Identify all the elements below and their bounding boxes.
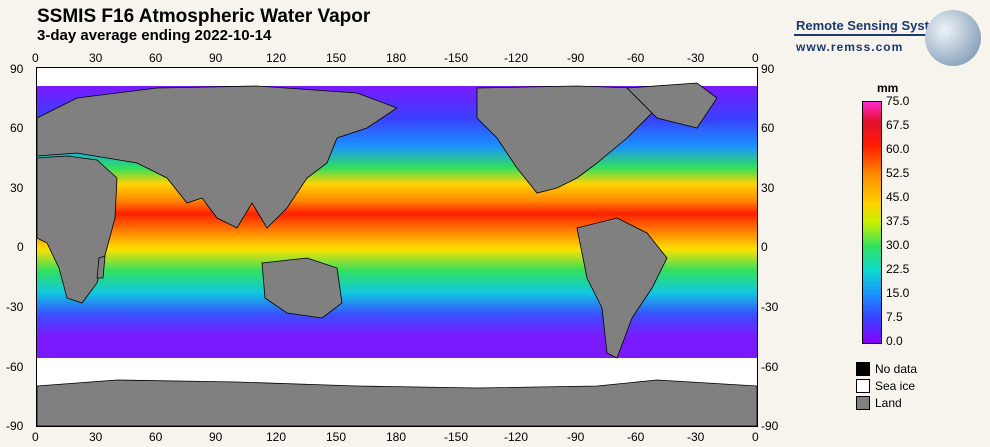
colorbar-label: 37.5 (886, 214, 910, 228)
colorbar-label: 67.5 (886, 118, 910, 132)
lon-tick-top: 30 (89, 51, 103, 65)
lon-tick-bottom: 0 (32, 430, 39, 444)
colorbar-label: 22.5 (886, 262, 910, 276)
colorbar-label: 60.0 (886, 142, 910, 156)
rss-logo: Remote Sensing Systems www.remss.com (790, 10, 981, 68)
lon-tick-bottom: 0 (752, 430, 759, 444)
lon-tick-top: 0 (752, 51, 759, 65)
antarctica-land (37, 379, 757, 426)
lat-tick-right: 90 (761, 62, 775, 76)
lon-tick-top: 180 (386, 51, 407, 65)
logo-divider (794, 34, 964, 36)
logo-url: www.remss.com (796, 40, 904, 54)
lon-tick-bottom: -150 (444, 430, 469, 444)
eurasia-land (37, 85, 398, 229)
lat-tick-right: -60 (761, 360, 779, 374)
lon-tick-bottom: 90 (209, 430, 223, 444)
lon-tick-bottom: 30 (89, 430, 103, 444)
lat-tick-left: -60 (6, 360, 24, 374)
land-masses (37, 82, 757, 426)
lat-tick-left: 90 (10, 62, 24, 76)
madagascar-land (96, 255, 106, 279)
lon-tick-bottom: -60 (627, 430, 645, 444)
lon-tick-top: -30 (687, 51, 705, 65)
lat-tick-right: -90 (761, 419, 779, 433)
lon-tick-bottom: 120 (266, 430, 287, 444)
lon-tick-top: -150 (444, 51, 469, 65)
map-svg (37, 68, 757, 426)
lon-tick-top: 60 (149, 51, 163, 65)
legend-label: No data (875, 362, 918, 376)
colorbar-unit: mm (877, 81, 899, 95)
lon-tick-top: 150 (326, 51, 347, 65)
lat-tick-right: 30 (761, 181, 775, 195)
legend-land: Land (856, 396, 902, 410)
water-vapor-map (36, 67, 758, 427)
colorbar-label: 7.5 (886, 310, 903, 324)
globe-icon (925, 10, 981, 66)
lon-tick-bottom: 60 (149, 430, 163, 444)
lat-tick-left: 0 (17, 240, 24, 254)
south-america-land (576, 217, 668, 359)
legend-label: Sea ice (875, 379, 916, 393)
land-swatch (856, 396, 870, 410)
colorbar-label: 75.0 (886, 94, 910, 108)
lat-tick-right: 60 (761, 121, 775, 135)
legend-label: Land (875, 396, 902, 410)
sea-ice-swatch (856, 379, 870, 393)
colorbar-label: 52.5 (886, 166, 910, 180)
logo-name: Remote Sensing Systems (796, 18, 955, 33)
lon-tick-bottom: -30 (687, 430, 705, 444)
lat-tick-left: -30 (6, 300, 24, 314)
lon-tick-top: 120 (266, 51, 287, 65)
lon-tick-bottom: -120 (504, 430, 529, 444)
colorbar-label: 30.0 (886, 238, 910, 252)
lon-tick-top: 0 (32, 51, 39, 65)
map-title: SSMIS F16 Atmospheric Water Vapor (37, 6, 371, 27)
colorbar-label: 0.0 (886, 334, 903, 348)
australia-land (261, 257, 343, 319)
lat-tick-right: -30 (761, 300, 779, 314)
lat-tick-right: 0 (761, 240, 768, 254)
lon-tick-top: 90 (209, 51, 223, 65)
legend-sea-ice: Sea ice (856, 379, 915, 393)
lon-tick-top: -120 (504, 51, 529, 65)
colorbar-label: 45.0 (886, 190, 910, 204)
lon-tick-top: -60 (627, 51, 645, 65)
lat-tick-left: 60 (10, 121, 24, 135)
lon-tick-top: -90 (567, 51, 585, 65)
colorbar (862, 101, 882, 344)
legend-no-data: No data (856, 362, 917, 376)
colorbar-label: 15.0 (886, 286, 910, 300)
lat-tick-left: 30 (10, 181, 24, 195)
greenland-land (626, 82, 718, 129)
lon-tick-bottom: 180 (386, 430, 407, 444)
lat-tick-left: -90 (6, 419, 24, 433)
lon-tick-bottom: 150 (326, 430, 347, 444)
no-data-swatch (856, 362, 870, 376)
lon-tick-bottom: -90 (567, 430, 585, 444)
map-subtitle: 3-day average ending 2022-10-14 (37, 27, 272, 44)
africa-land (37, 155, 118, 304)
